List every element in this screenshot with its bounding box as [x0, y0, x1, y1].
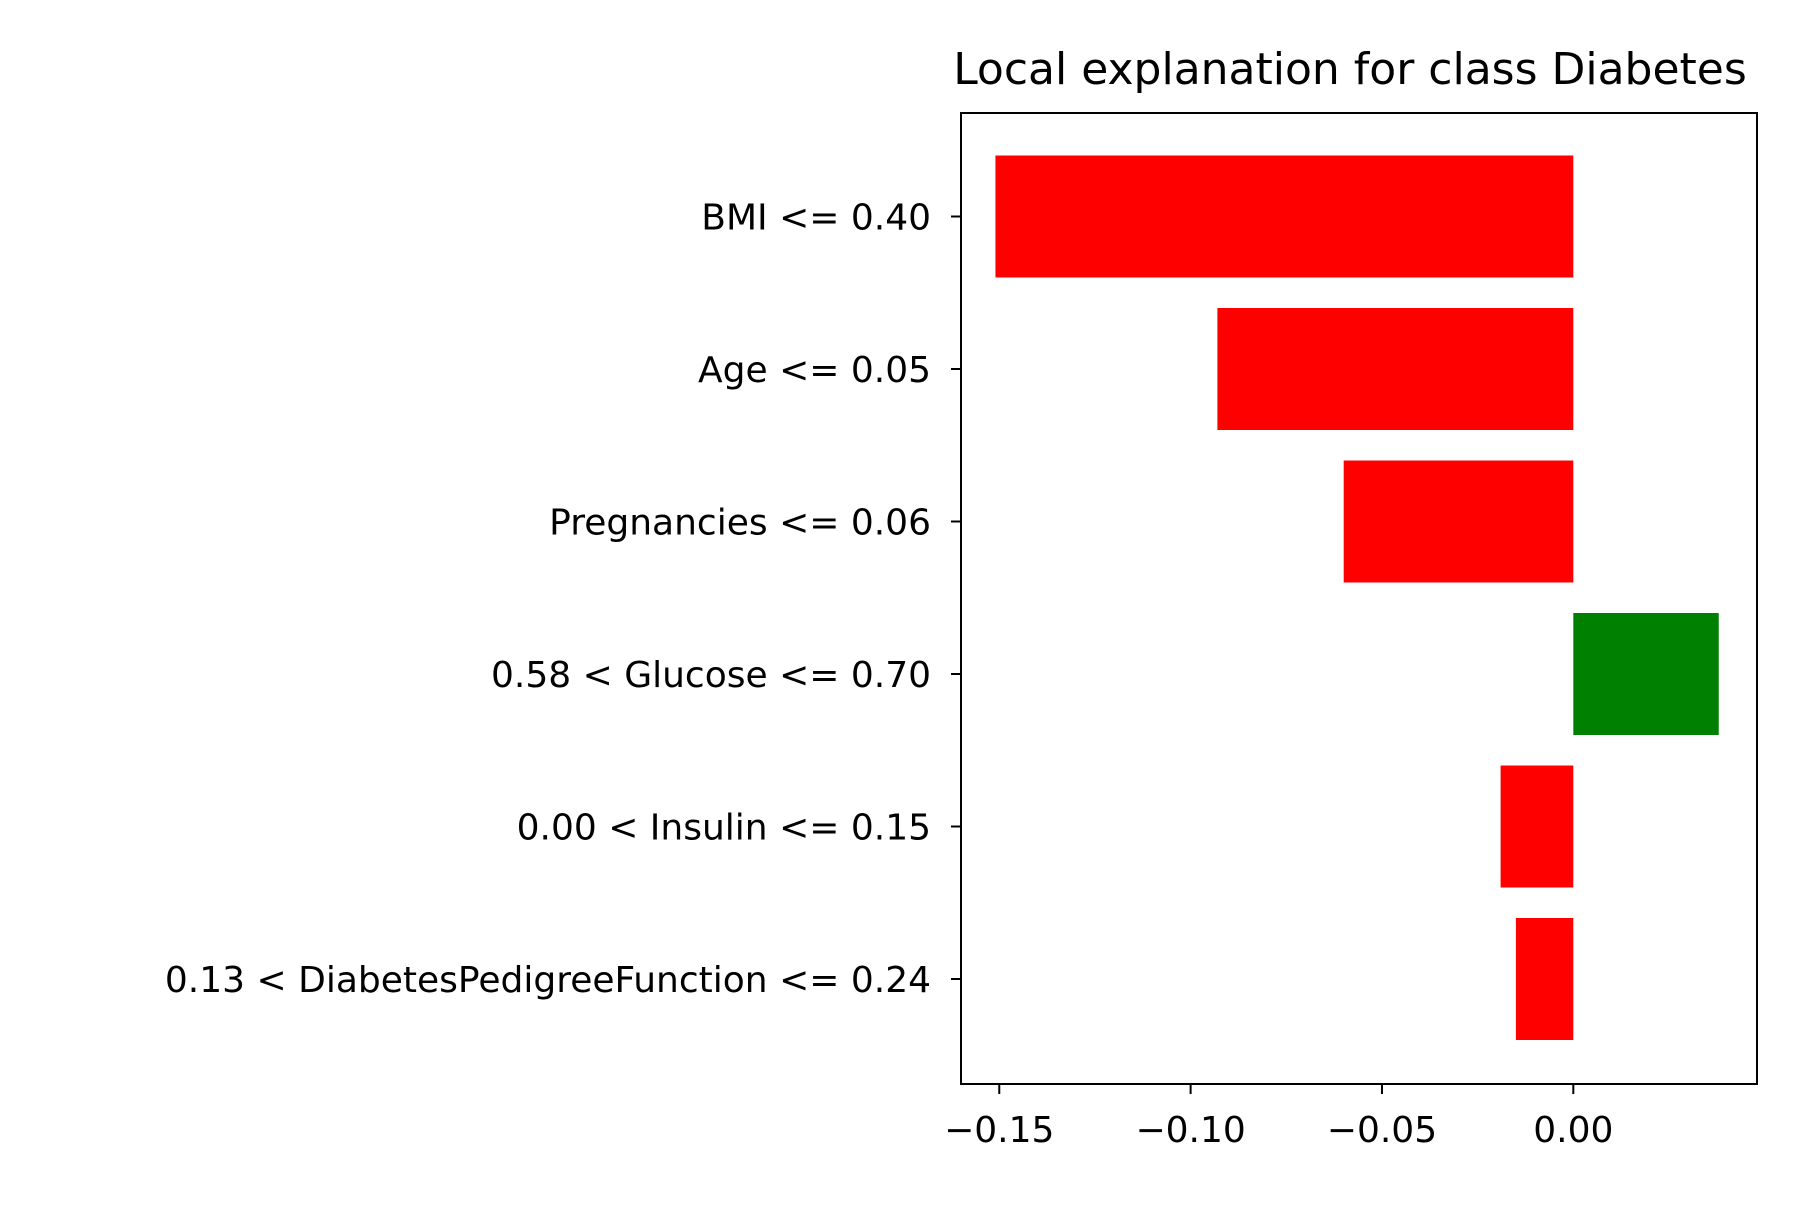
- x-tick-label: −0.15: [944, 1110, 1054, 1151]
- bar: [1500, 765, 1574, 888]
- x-axis-ticks: −0.15 −0.10 −0.05 0.00: [944, 1084, 1613, 1151]
- bar: [1343, 460, 1574, 583]
- bar: [995, 155, 1574, 278]
- y-tick-label: Pregnancies <= 0.06: [549, 503, 931, 544]
- y-tick-label: 0.13 < DiabetesPedigreeFunction <= 0.24: [165, 960, 931, 1001]
- bars-layer: [995, 155, 1719, 1040]
- x-tick-label: 0.00: [1533, 1110, 1613, 1151]
- plot-area-frame: [960, 112, 1758, 1085]
- chart-title: Local explanation for class Diabetes: [953, 44, 1747, 95]
- y-tick-label: 0.58 < Glucose <= 0.70: [491, 655, 931, 696]
- y-tick-label: 0.00 < Insulin <= 0.15: [517, 808, 931, 849]
- bar: [1515, 918, 1574, 1040]
- x-tick-label: −0.10: [1135, 1110, 1245, 1151]
- y-tick-label: BMI <= 0.40: [701, 198, 931, 239]
- bar: [1217, 308, 1574, 430]
- bar: [1573, 613, 1719, 735]
- y-tick-label: Age <= 0.05: [698, 350, 931, 391]
- y-axis-ticks: BMI <= 0.40 Age <= 0.05 Pregnancies <= 0.0…: [165, 198, 961, 1001]
- x-tick-label: −0.05: [1327, 1110, 1437, 1151]
